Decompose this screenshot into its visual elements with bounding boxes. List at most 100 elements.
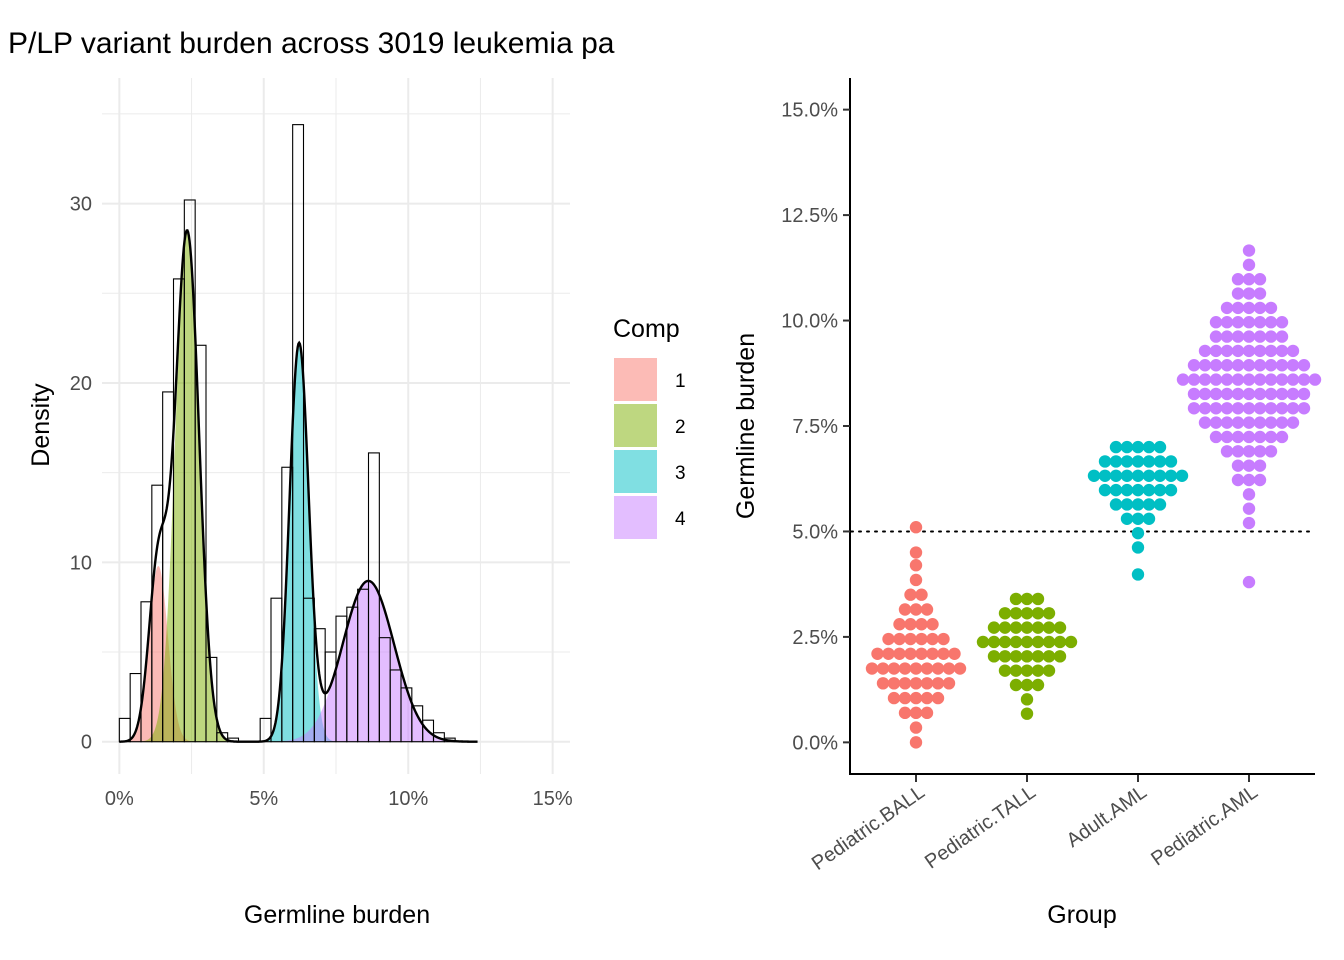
point-Pediatric.AML [1297, 359, 1311, 372]
point-Pediatric.AML [1242, 244, 1256, 257]
point-Pediatric.BALL [948, 647, 961, 660]
y-tick-label: 0.0% [792, 732, 838, 754]
y-tick-label: 30 [70, 194, 92, 216]
legend-swatch-2 [614, 404, 657, 447]
point-Pediatric.TALL [1031, 650, 1045, 663]
point-Adult.AML [1098, 483, 1112, 497]
point-Pediatric.AML [1220, 402, 1234, 415]
point-Adult.AML [1153, 483, 1167, 497]
point-Pediatric.AML [1242, 344, 1256, 358]
legend-swatch-3 [614, 450, 657, 493]
point-Pediatric.TALL [1031, 592, 1045, 606]
point-Pediatric.AML [1220, 316, 1234, 329]
y-tick-label: 15.0% [781, 100, 838, 122]
point-Adult.AML [1120, 512, 1134, 525]
point-Pediatric.AML [1220, 416, 1234, 429]
point-Pediatric.BALL [898, 691, 912, 705]
point-Adult.AML [1131, 541, 1145, 554]
point-Pediatric.AML [1209, 344, 1223, 358]
point-Pediatric.AML [1242, 473, 1256, 487]
legend-swatch-1 [614, 358, 657, 401]
x-tick-label: Adult.AML [1063, 781, 1151, 852]
point-Adult.AML [1164, 469, 1178, 482]
point-Pediatric.AML [1308, 373, 1322, 386]
x-tick-label: Pediatric.TALL [921, 781, 1040, 873]
point-Pediatric.BALL [926, 647, 939, 660]
point-Pediatric.AML [1253, 359, 1267, 372]
point-Pediatric.AML [1187, 359, 1201, 372]
point-Pediatric.BALL [887, 691, 901, 705]
point-Pediatric.AML [1231, 373, 1245, 386]
point-Pediatric.TALL [1020, 621, 1034, 634]
point-Adult.AML [1120, 469, 1134, 482]
point-Pediatric.AML [1242, 488, 1256, 501]
point-Adult.AML [1131, 440, 1145, 454]
point-Adult.AML [1131, 469, 1145, 482]
point-Adult.AML [1109, 440, 1123, 454]
point-Pediatric.BALL [904, 647, 917, 660]
point-Pediatric.BALL [893, 647, 906, 660]
y-tick-label: 7.5% [792, 416, 838, 438]
point-Pediatric.BALL [904, 618, 917, 631]
point-Pediatric.TALL [987, 621, 1001, 634]
point-Pediatric.TALL [1020, 635, 1034, 649]
point-Pediatric.AML [1253, 387, 1267, 401]
point-Pediatric.BALL [915, 632, 928, 646]
point-Pediatric.AML [1253, 402, 1267, 415]
point-Pediatric.BALL [898, 662, 912, 675]
point-Adult.AML [1098, 469, 1112, 482]
histogram-bar [205, 656, 218, 743]
point-Adult.AML [1109, 455, 1123, 468]
point-Pediatric.AML [1253, 373, 1267, 386]
point-Pediatric.BALL [942, 662, 956, 675]
point-Pediatric.BALL [909, 546, 923, 559]
component-area-3 [260, 347, 338, 742]
point-Pediatric.AML [1264, 373, 1278, 386]
point-Adult.AML [1098, 455, 1112, 468]
point-Pediatric.BALL [926, 632, 939, 646]
point-Pediatric.AML [1286, 387, 1300, 401]
x-tick-label: 5% [249, 788, 278, 810]
legend-title: Comp [613, 315, 680, 343]
point-Pediatric.TALL [998, 664, 1012, 677]
point-Pediatric.AML [1242, 516, 1256, 530]
histogram-bars [118, 124, 456, 743]
point-Pediatric.AML [1231, 344, 1245, 358]
point-Adult.AML [1142, 483, 1156, 497]
density-y-axis-title: Density [27, 383, 55, 467]
point-Pediatric.AML [1187, 387, 1201, 401]
point-Adult.AML [1142, 440, 1156, 454]
point-Pediatric.AML [1209, 359, 1223, 372]
point-Adult.AML [1109, 469, 1123, 482]
point-Pediatric.TALL [1009, 635, 1023, 649]
beeswarm-panel: 0.0% 2.5% 5.0% 7.5% 10.0% 12.5% 15.0% Pediatri… [732, 78, 1322, 929]
point-Pediatric.AML [1253, 287, 1267, 300]
density-x-axis-title: Germline burden [244, 901, 430, 929]
point-Pediatric.AML [1286, 416, 1300, 429]
point-Pediatric.TALL [1053, 635, 1067, 649]
point-Pediatric.AML [1209, 430, 1223, 444]
point-Pediatric.TALL [998, 635, 1012, 649]
point-Pediatric.AML [1242, 316, 1256, 329]
point-Pediatric.BALL [926, 618, 939, 631]
point-Pediatric.BALL [909, 521, 923, 534]
point-Pediatric.TALL [1031, 621, 1045, 634]
density-y-ticks: 0 10 20 30 [70, 194, 92, 754]
point-Pediatric.AML [1253, 473, 1267, 487]
legend-label-3: 3 [675, 463, 686, 484]
point-Pediatric.TALL [1042, 650, 1056, 663]
point-Pediatric.BALL [942, 677, 956, 690]
point-Adult.AML [1131, 526, 1145, 540]
point-Adult.AML [1142, 469, 1156, 482]
point-Pediatric.AML [1275, 387, 1289, 401]
point-Pediatric.AML [1209, 402, 1223, 415]
point-Pediatric.TALL [1009, 650, 1023, 663]
beeswarm-x-axis-title: Group [1047, 901, 1116, 929]
component-areas [120, 232, 472, 742]
point-Pediatric.AML [1198, 344, 1212, 358]
legend-items: 1 2 3 4 [614, 358, 686, 539]
point-Pediatric.BALL [915, 588, 928, 601]
point-Pediatric.AML [1209, 330, 1223, 343]
point-Pediatric.AML [1275, 416, 1289, 429]
